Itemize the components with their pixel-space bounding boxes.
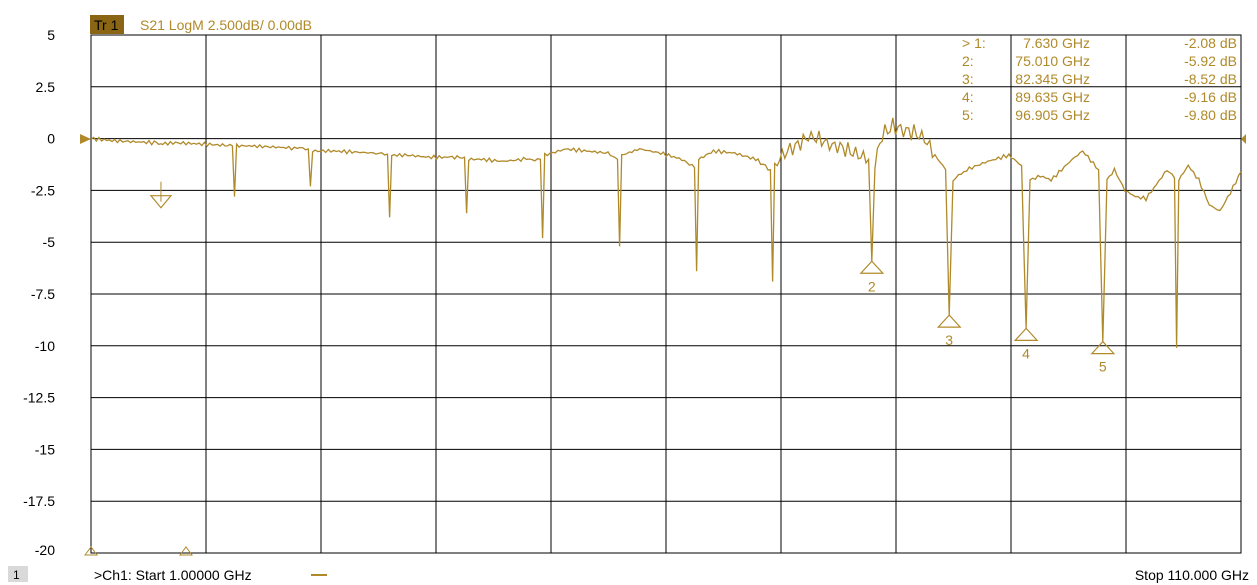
gridlines [91,35,1241,553]
trace-tag-box[interactable] [90,15,124,34]
start-frequency[interactable]: >Ch1: Start 1.00000 GHz [94,567,252,583]
marker-1-label: > 1: [962,35,986,51]
plot-area: 5 2.5 0 -2.5 -5 -7.5 -10 -12.5 -15 -17.5 -20 2 3 4 5 [23,27,1246,558]
marker-triangle [859,260,885,274]
y-tick-label: -20 [35,542,55,558]
marker-3-number: 3 [945,332,953,348]
y-tick-label: -17.5 [23,493,55,509]
y-tick-labels: 5 2.5 0 -2.5 -5 -7.5 -10 -12.5 -15 -17.5 -20 [23,27,55,558]
y-tick-label: -5 [43,234,56,250]
marker-4-glyph[interactable]: 4 [1013,327,1039,361]
y-tick-label: -2.5 [31,182,55,198]
marker-5-value: -9.80 dB [1184,107,1237,123]
marker-4-freq: 89.635 GHz [1015,89,1090,105]
start-stimulus-triangle [84,546,98,556]
marker-5-label: 5: [962,107,974,123]
marker-4-value: -9.16 dB [1184,89,1237,105]
marker-triangle [936,314,962,328]
marker-5-number: 5 [1099,359,1107,375]
channel-number: 1 [13,568,20,582]
marker-1-value: -2.08 dB [1184,35,1237,51]
y-tick-label: 2.5 [36,79,56,95]
y-tick-label: -15 [35,441,55,457]
s21-trace-line [90,117,1242,348]
y-tick-label: 5 [47,27,55,43]
marker-4-number: 4 [1022,345,1030,361]
reference-level-right-arrow[interactable] [1241,134,1246,144]
marker-2-value: -5.92 dB [1184,53,1237,69]
marker-5-freq: 96.905 GHz [1015,107,1090,123]
marker-triangle [149,195,173,209]
y-tick-label: 0 [47,131,55,147]
marker-4-label: 4: [962,89,974,105]
marker-2-freq: 75.010 GHz [1015,53,1090,69]
stop-frequency[interactable]: Stop 110.000 GHz [1135,567,1249,583]
stimulus-triangle-2 [179,546,193,556]
marker-readout-table: > 1: 7.630 GHz -2.08 dB 2: 75.010 GHz -5… [962,35,1237,123]
marker-3-label: 3: [962,71,974,87]
marker-2-number: 2 [868,278,876,294]
y-tick-label: -10 [35,338,55,354]
trace-tag: Tr 1 [94,17,119,33]
marker-1-glyph[interactable] [149,181,173,209]
channel-number-box[interactable] [8,566,28,582]
marker-5-glyph[interactable]: 5 [1090,340,1116,375]
reference-level-left-arrow[interactable] [80,134,91,144]
marker-glyphs: 2 3 4 5 [149,181,1116,375]
marker-3-freq: 82.345 GHz [1015,71,1090,87]
trace-description: S21 LogM 2.500dB/ 0.00dB [140,17,312,33]
marker-2-label: 2: [962,53,974,69]
marker-triangle [1013,327,1039,341]
marker-2-glyph[interactable]: 2 [859,260,885,294]
y-tick-label: -12.5 [23,390,55,406]
marker-3-glyph[interactable]: 3 [936,314,962,348]
marker-3-value: -8.52 dB [1184,71,1237,87]
y-tick-label: -7.5 [31,286,55,302]
marker-triangle [1090,340,1116,355]
marker-1-freq: 7.630 GHz [1023,35,1090,51]
